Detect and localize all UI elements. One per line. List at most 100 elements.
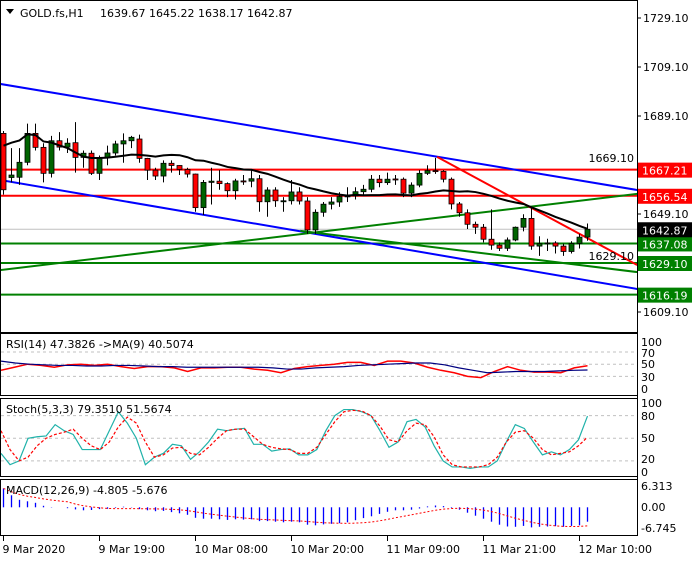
candle[interactable] (104, 145, 111, 166)
candle[interactable] (136, 134, 143, 163)
main-chart-frame (0, 0, 638, 333)
candle[interactable] (272, 187, 279, 207)
candle-body (160, 162, 167, 177)
candle[interactable] (32, 123, 39, 151)
candle-body (576, 236, 583, 244)
triangle-down-icon[interactable] (6, 9, 14, 14)
candle[interactable] (168, 160, 175, 173)
candle[interactable] (464, 209, 471, 229)
rsi-plot-area[interactable] (1, 351, 637, 379)
price-plot-area[interactable] (0, 83, 637, 296)
candle[interactable] (384, 172, 391, 185)
candle[interactable] (288, 179, 295, 205)
candle[interactable] (440, 170, 447, 183)
candle[interactable] (400, 177, 407, 198)
candle[interactable] (88, 150, 95, 176)
candle-body (408, 184, 415, 194)
time-tick-label: 9 Mar 19:00 (99, 543, 165, 556)
candle[interactable] (64, 138, 71, 153)
candle[interactable] (1, 130, 7, 195)
stoch-plot-area[interactable] (1, 408, 637, 470)
candle[interactable] (472, 221, 479, 234)
candle[interactable] (480, 224, 487, 243)
candle[interactable] (352, 187, 359, 200)
candle[interactable] (552, 241, 559, 254)
candle[interactable] (128, 135, 135, 149)
candle[interactable] (176, 165, 183, 176)
trendline-falling-resistance[interactable] (436, 156, 637, 266)
candle-body (112, 143, 119, 154)
candle[interactable] (56, 132, 63, 151)
candle[interactable] (376, 175, 383, 188)
candle[interactable] (312, 209, 319, 234)
candle[interactable] (456, 201, 463, 217)
candle[interactable] (304, 197, 311, 234)
candle[interactable] (504, 237, 511, 251)
candle[interactable] (496, 242, 503, 251)
candle-body (296, 191, 303, 202)
candle[interactable] (568, 241, 575, 254)
price-tick-label: 1609.10 (643, 306, 689, 319)
level-price-label-bg (638, 256, 692, 271)
candle[interactable] (120, 133, 127, 163)
trendline-channel-lower[interactable] (0, 179, 637, 290)
candle[interactable] (360, 184, 367, 195)
candle[interactable] (192, 173, 199, 212)
candle-body (496, 244, 503, 249)
candle[interactable] (520, 214, 527, 232)
candle[interactable] (16, 148, 23, 185)
trendline-channel-upper[interactable] (0, 83, 637, 191)
candle[interactable] (40, 143, 47, 183)
candle[interactable] (416, 170, 423, 188)
candle[interactable] (264, 187, 271, 217)
candle[interactable] (320, 201, 327, 217)
candle[interactable] (8, 148, 15, 183)
candle[interactable] (512, 226, 519, 242)
candle[interactable] (424, 165, 431, 176)
candle[interactable] (144, 157, 151, 180)
candle[interactable] (96, 155, 103, 180)
candle[interactable] (200, 179, 207, 215)
candle[interactable] (216, 170, 223, 190)
candle[interactable] (432, 157, 439, 174)
candle[interactable] (280, 197, 287, 212)
trendline-rising-support[interactable] (0, 192, 637, 271)
candle[interactable] (560, 243, 567, 256)
candle[interactable] (576, 233, 583, 249)
candle[interactable] (448, 177, 455, 210)
candle[interactable] (392, 175, 399, 185)
st-tick-label: 20 (641, 453, 655, 466)
candle[interactable] (232, 178, 239, 200)
candle[interactable] (328, 197, 335, 210)
candle[interactable] (368, 175, 375, 193)
candle[interactable] (544, 238, 551, 251)
candle[interactable] (152, 167, 159, 180)
candle-body (528, 218, 535, 247)
candle[interactable] (184, 167, 191, 178)
candle[interactable] (208, 167, 215, 205)
candle[interactable] (80, 150, 87, 168)
macd-plot-area[interactable] (2, 487, 589, 528)
candle[interactable] (160, 160, 167, 183)
candle[interactable] (248, 170, 255, 188)
candle[interactable] (536, 236, 543, 256)
rsi-title: RSI(14) 47.3826 ->MA(9) 40.5074 (6, 338, 194, 351)
candle[interactable] (528, 208, 535, 250)
candle[interactable] (296, 187, 303, 205)
candle-body (472, 223, 479, 228)
candle[interactable] (112, 140, 119, 156)
candle[interactable] (24, 123, 31, 166)
candle[interactable] (224, 182, 231, 198)
candle[interactable] (584, 223, 591, 241)
candle-body (208, 180, 215, 183)
candle[interactable] (488, 209, 495, 250)
price-tick-label: 1729.10 (643, 12, 689, 25)
candle-body (272, 189, 279, 202)
candle[interactable] (256, 175, 263, 212)
trendline-falling-support[interactable] (300, 229, 637, 274)
candle[interactable] (72, 122, 79, 173)
candle[interactable] (240, 175, 247, 185)
time-tick-label: 10 Mar 20:00 (291, 543, 364, 556)
candle-body (440, 170, 447, 180)
